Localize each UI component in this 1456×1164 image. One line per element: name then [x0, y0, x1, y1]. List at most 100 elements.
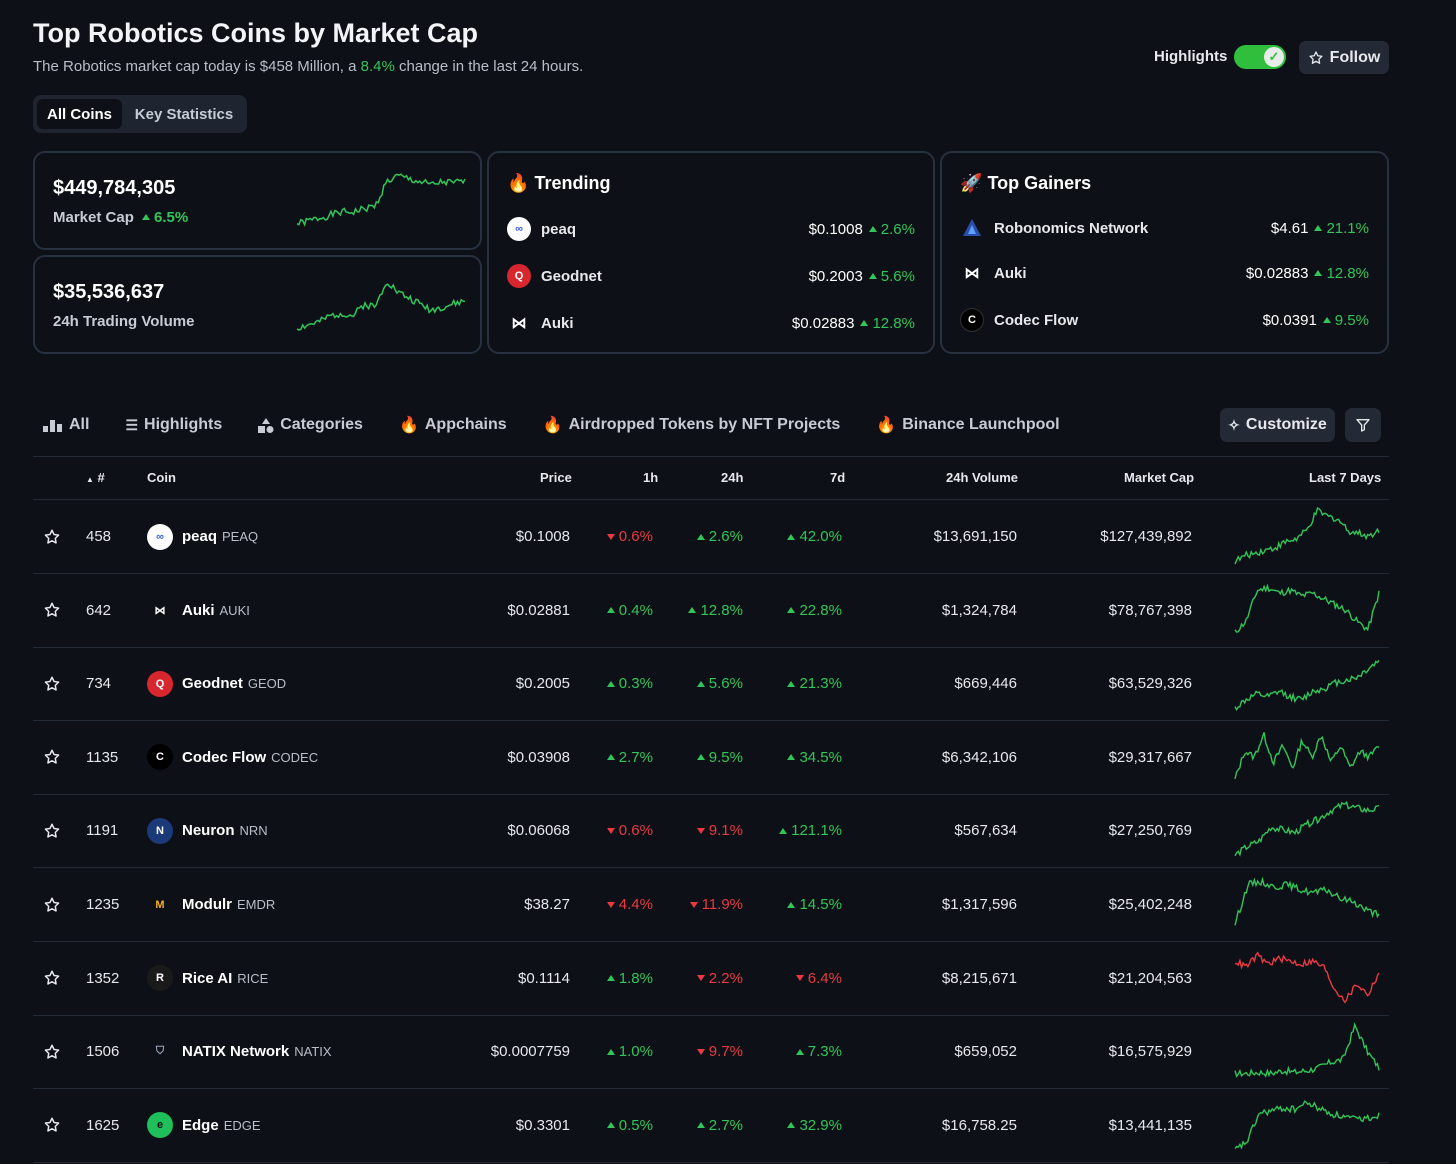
coin-symbol: EDGE: [223, 1117, 261, 1133]
gainer-item[interactable]: C Codec Flow $0.0391 9.5%: [960, 305, 1369, 335]
change-24h: 9.5%: [663, 721, 743, 794]
table-row[interactable]: 1506 ⛉ NATIX Network NATIX $0.0007759 1.…: [33, 1015, 1389, 1090]
favorite-star-button[interactable]: [43, 574, 63, 647]
favorite-star-button[interactable]: [43, 868, 63, 941]
col-market-cap[interactable]: Market Cap: [1124, 470, 1195, 485]
table-row[interactable]: 1191 N Neuron NRN $0.06068 0.6% 9.1% 121…: [33, 794, 1389, 869]
favorite-star-button[interactable]: [43, 942, 63, 1015]
peaq-logo-icon: ∞: [507, 217, 531, 241]
volume-value: $35,536,637: [53, 281, 165, 303]
price: $0.03908: [507, 748, 570, 766]
change-7d: 21.3%: [753, 647, 842, 720]
favorite-star-button[interactable]: [43, 500, 63, 573]
rank: 1506: [86, 1043, 120, 1061]
market-cap: $21,204,563: [1108, 969, 1192, 987]
geodnet-logo-icon: Q: [507, 264, 531, 288]
customize-button[interactable]: ✧ Customize: [1220, 408, 1335, 442]
col-1h[interactable]: 1h: [643, 470, 659, 485]
down-arrow-icon: [696, 975, 705, 982]
tab-key-statistics[interactable]: Key Statistics: [134, 105, 234, 123]
coin-link[interactable]: e Edge EDGE: [147, 1089, 261, 1162]
trending-card: 🔥 Trending ∞ peaq $0.1008 2.6% Q Geodnet…: [487, 151, 935, 354]
favorite-star-button[interactable]: [43, 794, 63, 867]
star-icon: [44, 602, 60, 617]
tab-categories[interactable]: Categories: [258, 416, 363, 434]
tab-binance-launchpool[interactable]: 🔥 Binance Launchpool: [876, 416, 1060, 434]
tab-all[interactable]: All: [43, 416, 89, 434]
coin-link[interactable]: ⋈ Auki AUKI: [147, 574, 250, 647]
coin-link[interactable]: Q Geodnet GEOD: [147, 647, 286, 720]
up-arrow-icon: [606, 1122, 615, 1129]
sort-icon: ▲: [86, 475, 94, 484]
table-row[interactable]: 642 ⋈ Auki AUKI $0.02881 0.4% 12.8% 22.8…: [33, 574, 1389, 648]
market-cap: $27,250,769: [1108, 822, 1192, 840]
coin-logo-icon: M: [147, 891, 173, 918]
market-cap: $127,439,892: [1100, 528, 1192, 545]
tab-all-coins[interactable]: All Coins: [37, 99, 122, 129]
down-arrow-icon: [696, 827, 705, 834]
volume-24h: $6,342,106: [941, 748, 1017, 766]
shapes-icon: [258, 417, 274, 433]
down-arrow-icon: [606, 901, 615, 908]
col-rank[interactable]: ▲ #: [86, 470, 105, 485]
down-arrow-icon: [606, 827, 615, 834]
change-24h: 5.6%: [663, 647, 743, 720]
favorite-star-button[interactable]: [43, 721, 63, 794]
top-gainers-card: 🚀 Top Gainers Robonomics Network $4.61 2…: [940, 151, 1389, 354]
coin-link[interactable]: ∞ peaq PEAQ: [147, 500, 258, 573]
table-row[interactable]: 1625 e Edge EDGE $0.3301 0.5% 2.7% 32.9%…: [33, 1089, 1389, 1163]
market-cap: $13,441,135: [1108, 1116, 1192, 1134]
favorite-star-button[interactable]: [43, 647, 63, 720]
trending-item[interactable]: ⋈ Auki $0.02883 12.8%: [507, 308, 915, 338]
fire-icon: 🔥: [876, 417, 897, 434]
coin-link[interactable]: R Rice AI RICE: [147, 942, 268, 1015]
tab-airdropped-tokens[interactable]: 🔥 Airdropped Tokens by NFT Projects: [542, 416, 841, 434]
col-coin[interactable]: Coin: [147, 470, 176, 485]
down-arrow-icon: [696, 1048, 705, 1055]
change-24h: 9.1%: [663, 794, 743, 867]
price: $38.27: [524, 896, 570, 913]
tab-appchains[interactable]: 🔥 Appchains: [398, 416, 507, 434]
table-row[interactable]: 1352 R Rice AI RICE $0.1114 1.8% 2.2% 6.…: [33, 942, 1389, 1016]
table-row[interactable]: 458 ∞ peaq PEAQ $0.1008 0.6% 2.6% 42.0% …: [33, 500, 1389, 574]
volume-24h: $669,446: [954, 675, 1017, 693]
table-row[interactable]: 734 Q Geodnet GEOD $0.2005 0.3% 5.6% 21.…: [33, 647, 1389, 722]
coin-link[interactable]: C Codec Flow CODEC: [147, 721, 318, 794]
table-row[interactable]: 1235 M Modulr EMDR $38.27 4.4% 11.9% 14.…: [33, 868, 1389, 942]
up-arrow-icon: [142, 214, 151, 220]
coin-link[interactable]: N Neuron NRN: [147, 794, 268, 867]
table-row[interactable]: 1135 C Codec Flow CODEC $0.03908 2.7% 9.…: [33, 721, 1389, 795]
col-24h[interactable]: 24h: [721, 470, 744, 485]
highlights-toggle[interactable]: ✓: [1234, 45, 1286, 69]
market-cap-card: $449,784,305 Market Cap 6.5%: [33, 151, 482, 250]
price: $0.1114: [518, 969, 570, 987]
change-1h: 0.4%: [573, 574, 653, 647]
rank: 734: [86, 675, 112, 693]
col-24h-volume[interactable]: 24h Volume: [946, 470, 1019, 485]
col-7d[interactable]: 7d: [830, 470, 846, 485]
favorite-star-button[interactable]: [43, 1015, 63, 1088]
coin-logo-icon: e: [147, 1112, 173, 1139]
gainer-item[interactable]: ⋈ Auki $0.02883 12.8%: [960, 258, 1369, 288]
col-price[interactable]: Price: [540, 470, 572, 485]
coin-link[interactable]: M Modulr EMDR: [147, 868, 275, 941]
tab-highlights[interactable]: ☰ Highlights: [125, 416, 223, 433]
coin-link[interactable]: ⛉ NATIX Network NATIX: [147, 1015, 332, 1088]
star-icon: [44, 970, 60, 985]
fire-icon: 🔥: [507, 173, 530, 193]
rank: 1352: [86, 969, 120, 987]
trending-item[interactable]: ∞ peaq $0.1008 2.6%: [507, 214, 915, 244]
gainer-item[interactable]: Robonomics Network $4.61 21.1%: [960, 213, 1369, 243]
star-icon: [44, 529, 60, 544]
trending-item[interactable]: Q Geodnet $0.2003 5.6%: [507, 261, 915, 291]
up-arrow-icon: [868, 226, 877, 232]
favorite-star-button[interactable]: [43, 1089, 63, 1162]
trending-title: 🔥 Trending: [507, 173, 611, 193]
rank: 1135: [86, 748, 119, 766]
fire-icon: 🔥: [398, 417, 419, 434]
coin-logo-icon: Q: [147, 670, 173, 697]
follow-button[interactable]: Follow: [1299, 41, 1389, 74]
filter-button[interactable]: [1345, 408, 1381, 442]
rocket-icon: 🚀: [960, 173, 983, 193]
change-24h: 2.2%: [663, 942, 743, 1015]
